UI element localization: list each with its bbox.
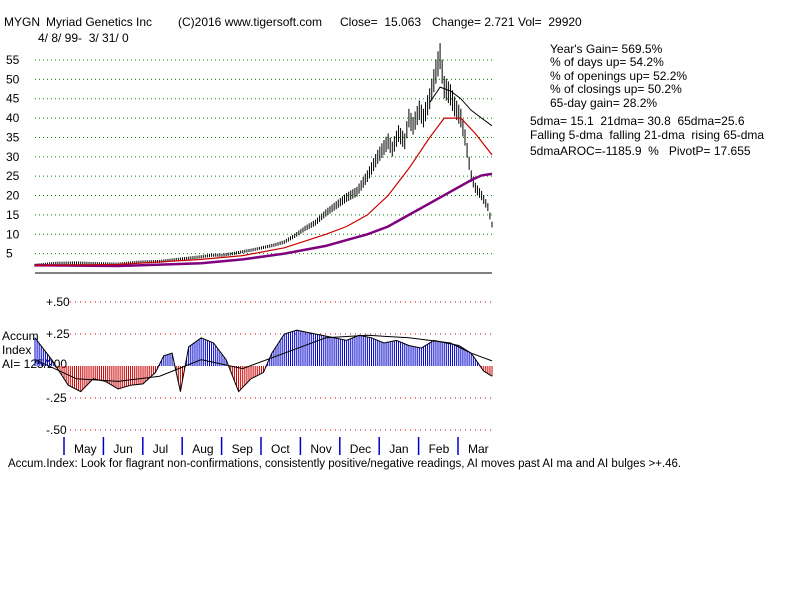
month-label: Oct (271, 442, 290, 456)
closings-up: % of closings up= 50.2% (550, 82, 682, 96)
accum-label: Accum (2, 329, 39, 343)
dma-values: 5dma= 15.1 21dma= 30.8 65dma=25.6 (530, 114, 745, 128)
ai-tick-label: -.50 (46, 423, 67, 437)
price-tick-label: 15 (6, 208, 20, 222)
aroc-pivot: 5dmaAROC=-1185.9 % PivotP= 17.655 (530, 144, 751, 158)
month-label: Feb (429, 442, 450, 456)
price-tick-label: 5 (6, 247, 13, 261)
month-label: Jul (153, 442, 168, 456)
month-label: Sep (232, 442, 254, 456)
month-axis: May Jun Jul Aug Sep Oct Nov Dec Jan Feb Mar (63, 437, 489, 456)
company-name: Myriad Genetics Inc (46, 15, 153, 29)
price-tick-label: 10 (6, 227, 20, 241)
ticker-symbol: MYGN (4, 15, 40, 29)
price-tick-label: 25 (6, 169, 20, 183)
openings-up: % of openings up= 52.2% (550, 69, 688, 83)
dma-trend: Falling 5-dma falling 21-dma rising 65-d… (530, 128, 765, 142)
price-tick-label: 35 (6, 130, 20, 144)
footer-note: Accum.Index: Look for flagrant non-confi… (8, 458, 682, 470)
price-lines (34, 43, 493, 268)
ai-tick-label: +.25 (46, 327, 70, 341)
price-y-axis: 5 10 15 20 25 30 35 40 45 50 55 (6, 53, 20, 261)
month-label: Dec (350, 442, 371, 456)
change-value: Change= 2.721 (432, 15, 515, 29)
month-label: Aug (192, 442, 213, 456)
month-label: May (74, 442, 97, 456)
copyright: (C)2016 www.tigersoft.com (178, 15, 323, 29)
price-tick-label: 50 (6, 72, 20, 86)
ai-tick-label: +.50 (46, 295, 70, 309)
ma5-line (429, 86, 493, 127)
years-gain: Year's Gain= 569.5% (550, 42, 663, 56)
index-label: Index (2, 343, 32, 357)
month-label: Nov (310, 442, 331, 456)
month-label: Jan (389, 442, 408, 456)
ai-bars (34, 329, 493, 393)
month-label: Mar (468, 442, 489, 456)
date-range: 4/ 8/ 99- 3/ 31/ 0 (38, 31, 129, 45)
days-up: % of days up= 54.2% (550, 55, 664, 69)
price-grid (35, 59, 492, 274)
ai-tick-label: -.25 (46, 391, 67, 405)
ma65-line (34, 172, 493, 268)
close-value: Close= 15.063 (340, 15, 422, 29)
month-label: Jun (113, 442, 132, 456)
price-tick-label: 20 (6, 189, 20, 203)
ai-line (34, 329, 493, 393)
ma21-line (34, 117, 493, 266)
price-tick-label: 40 (6, 111, 20, 125)
gain-65day: 65-day gain= 28.2% (550, 96, 658, 110)
volume-value: Vol= 29920 (518, 15, 582, 29)
ai-ma-line (34, 334, 493, 382)
price-tick-label: 55 (6, 53, 20, 67)
price-tick-label: 30 (6, 150, 20, 164)
ai-grid: +.50 +.25 -.25 -.50 (46, 295, 492, 437)
price-tick-label: 45 (6, 92, 20, 106)
